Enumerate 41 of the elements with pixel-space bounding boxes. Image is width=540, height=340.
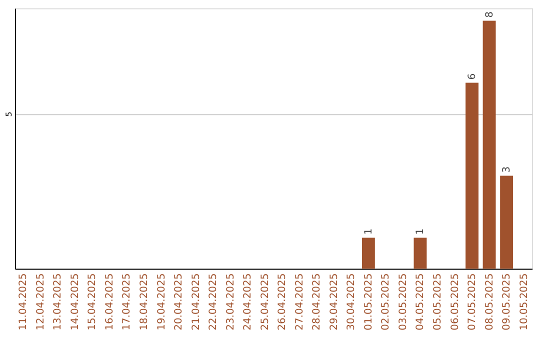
x-tick-label: 03.05.2025 — [398, 273, 409, 330]
data-label: 6 — [467, 73, 478, 80]
x-tick-label: 26.04.2025 — [277, 273, 288, 330]
data-label: 3 — [502, 166, 513, 173]
x-tick-label: 10.05.2025 — [518, 273, 530, 330]
x-tick-label: 30.04.2025 — [346, 273, 358, 330]
x-tick-label: 06.05.2025 — [450, 273, 461, 330]
x-tick-label: 24.04.2025 — [242, 273, 254, 330]
x-tick-label: 01.05.2025 — [363, 273, 374, 330]
x-tick-label: 21.04.2025 — [190, 273, 202, 330]
x-tick-label: 14.04.2025 — [70, 273, 81, 330]
x-tick-label: 07.05.2025 — [467, 273, 478, 330]
x-tick-label: 13.04.2025 — [52, 273, 64, 330]
x-tick-label: 11.04.2025 — [18, 273, 30, 330]
x-tick-label: 04.05.2025 — [415, 273, 426, 330]
data-label: 8 — [484, 11, 496, 18]
x-tick-label: 17.04.2025 — [122, 273, 133, 330]
x-tick-label: 20.04.2025 — [174, 273, 185, 330]
x-tick-label: 25.04.2025 — [260, 273, 271, 330]
x-tick-label: 23.04.2025 — [225, 273, 236, 330]
x-tick-label: 18.04.2025 — [139, 273, 150, 330]
x-tick-label: 12.04.2025 — [35, 273, 46, 330]
data-label: 1 — [363, 228, 374, 235]
y-tick-label: 5 — [4, 112, 14, 117]
x-tick-label: 08.05.2025 — [484, 273, 496, 330]
bar — [466, 82, 478, 269]
x-tick-label: 19.04.2025 — [156, 273, 168, 330]
x-tick-label: 02.05.2025 — [380, 273, 392, 330]
bar — [482, 20, 496, 269]
bar — [414, 238, 427, 269]
bar — [500, 176, 514, 269]
x-tick-label: 15.04.2025 — [87, 273, 98, 330]
x-tick-label: 27.04.2025 — [294, 273, 306, 330]
x-tick-label: 29.04.2025 — [328, 273, 340, 330]
x-tick-label: 09.05.2025 — [502, 273, 513, 330]
x-tick-label: 16.04.2025 — [104, 273, 116, 330]
x-tick-label: 22.04.2025 — [208, 273, 220, 330]
x-tick-label: 28.04.2025 — [312, 273, 323, 330]
x-tick-label: 05.05.2025 — [432, 273, 444, 330]
bar — [362, 238, 375, 269]
data-label: 1 — [415, 228, 426, 235]
